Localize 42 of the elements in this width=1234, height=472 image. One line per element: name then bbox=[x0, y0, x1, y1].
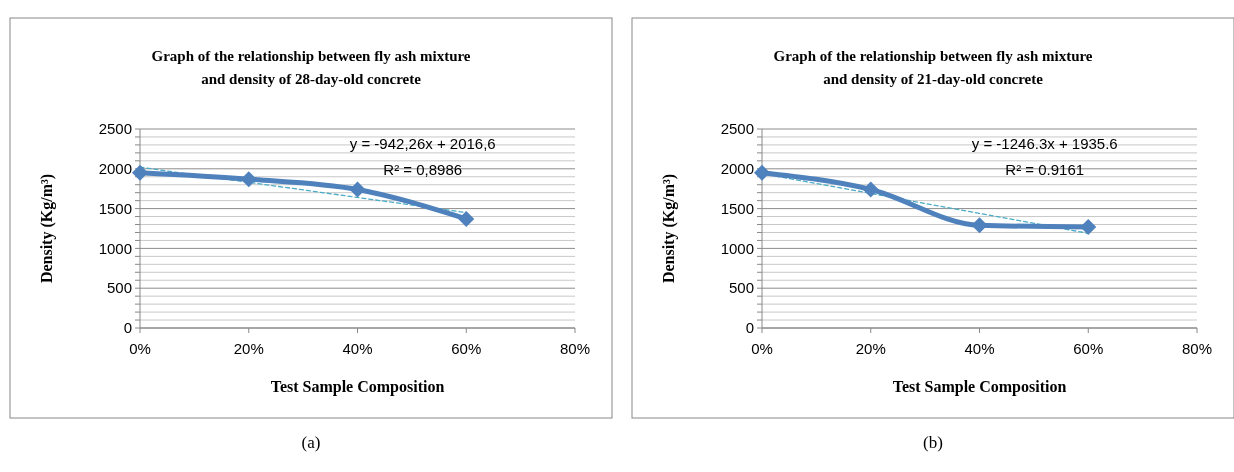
y-axis-title: Density (Kg/m³) bbox=[660, 173, 678, 284]
text: (a) bbox=[301, 433, 321, 452]
annotation: y = -1246.3x + 1935.6 bbox=[971, 135, 1118, 152]
y-tick-label: 1000 bbox=[720, 239, 754, 257]
y-axis-title: Density (Kg/m³) bbox=[38, 173, 56, 284]
point bbox=[132, 164, 148, 181]
y-tick-label: 1500 bbox=[720, 199, 754, 217]
text: (b) bbox=[923, 433, 943, 452]
x-axis-title: Test Sample Composition bbox=[270, 378, 445, 396]
x-tick-label: 20% bbox=[233, 340, 264, 357]
point bbox=[240, 171, 257, 188]
x-tick-label: 80% bbox=[559, 340, 591, 357]
annotation: y = -942,26x + 2016,6 bbox=[349, 135, 496, 152]
point bbox=[1080, 218, 1097, 235]
chart-title: Graph of the relationship between fly ash mixture and density of 21-day-old concrete bbox=[773, 48, 1093, 87]
x-tick-label: 0% bbox=[129, 340, 151, 357]
x-tick-label: 60% bbox=[451, 340, 482, 357]
y-tick-label: 0 bbox=[745, 319, 754, 337]
chart-title: Graph of the relationship between fly ash mixture and density of 28-day-old concrete bbox=[151, 48, 471, 87]
x-tick-label: 80% bbox=[1181, 340, 1213, 357]
x-tick-label: 60% bbox=[1073, 340, 1104, 357]
y-tick-label: 1000 bbox=[98, 239, 132, 257]
point bbox=[862, 181, 879, 198]
y-tick-label: 2000 bbox=[720, 160, 754, 178]
point bbox=[458, 210, 475, 227]
y-tick-label: 1500 bbox=[98, 199, 132, 217]
point bbox=[349, 181, 366, 198]
x-tick-label: 20% bbox=[855, 340, 886, 357]
y-tick-label: 2500 bbox=[720, 120, 754, 138]
x-tick-label: 40% bbox=[342, 340, 373, 357]
y-tick-label: 0 bbox=[123, 319, 132, 337]
x-tick-label: 0% bbox=[751, 340, 773, 357]
y-tick-label: 2000 bbox=[98, 160, 132, 178]
y-tick-label: 500 bbox=[106, 279, 132, 297]
annotation: R² = 0.9161 bbox=[1005, 161, 1085, 178]
point bbox=[971, 217, 988, 234]
x-tick-label: 40% bbox=[964, 340, 995, 357]
annotation: R² = 0,8986 bbox=[383, 161, 463, 178]
x-axis-title: Test Sample Composition bbox=[892, 378, 1067, 396]
y-tick-label: 2500 bbox=[98, 120, 132, 138]
point bbox=[754, 164, 770, 181]
y-tick-label: 500 bbox=[728, 279, 754, 297]
